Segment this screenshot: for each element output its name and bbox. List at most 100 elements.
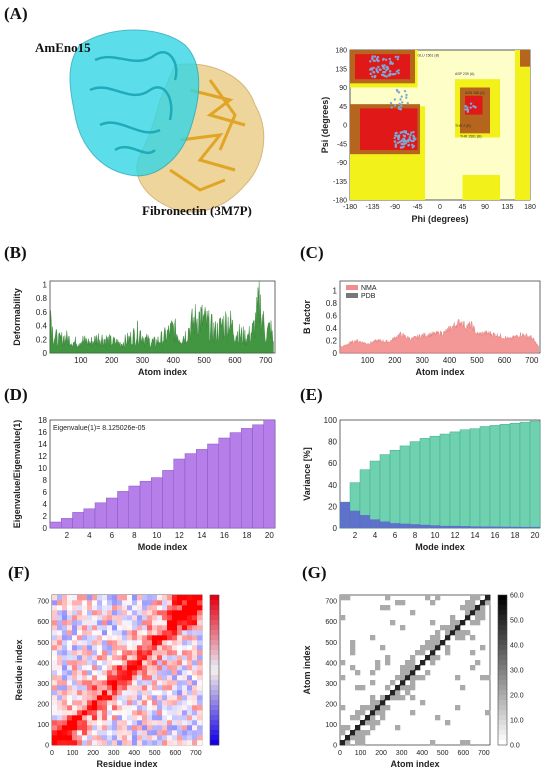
heatmap-cell bbox=[102, 650, 108, 656]
heatmap-cell bbox=[177, 645, 183, 651]
heatmap-cell bbox=[167, 655, 173, 661]
heatmap-cell bbox=[410, 660, 416, 666]
fibronectin-ribbons bbox=[169, 79, 246, 192]
heatmap-cell bbox=[87, 655, 93, 661]
heatmap-cell bbox=[147, 710, 153, 716]
ram-point bbox=[400, 104, 403, 108]
heatmap-cell bbox=[177, 720, 183, 726]
heatmap-cell bbox=[142, 660, 148, 666]
heatmap-cell bbox=[480, 615, 486, 621]
heatmap-cell bbox=[122, 695, 128, 701]
heatmap-cell bbox=[390, 680, 396, 686]
heatmap-cell bbox=[52, 735, 58, 741]
heatmap-cell bbox=[192, 650, 198, 656]
x-tick-label: 700 bbox=[259, 356, 273, 365]
bar bbox=[106, 497, 118, 529]
panel-label-b: (B) bbox=[4, 243, 27, 262]
heatmap-cell bbox=[192, 725, 198, 731]
colorbar-step bbox=[210, 640, 219, 646]
ram-point bbox=[378, 68, 381, 71]
heatmap-cell bbox=[67, 615, 73, 621]
heatmap-cell bbox=[127, 665, 133, 671]
heatmap-cell bbox=[435, 635, 441, 641]
heatmap-cell bbox=[92, 665, 98, 671]
heatmap-cell bbox=[162, 640, 168, 646]
y-tick-label: 0.6 bbox=[36, 308, 48, 317]
y-axis-label: B factor bbox=[302, 300, 312, 335]
bar-individual bbox=[390, 523, 400, 528]
heatmap-cell bbox=[97, 600, 103, 606]
heatmap-cell bbox=[72, 610, 78, 616]
heatmap-cell bbox=[122, 700, 128, 706]
heatmap-cell bbox=[62, 715, 68, 721]
heatmap-cell bbox=[385, 660, 391, 666]
y-tick-label: 300 bbox=[325, 681, 337, 688]
heatmap-cell bbox=[62, 650, 68, 656]
heatmap-cell bbox=[465, 630, 471, 636]
heatmap-cell bbox=[172, 680, 178, 686]
colorbar-step bbox=[210, 725, 219, 731]
bar-individual bbox=[370, 519, 380, 528]
heatmap-cell bbox=[172, 735, 178, 741]
heatmap-cell bbox=[157, 700, 163, 706]
heatmap-cell bbox=[122, 630, 128, 636]
heatmap-cell bbox=[127, 675, 133, 681]
ram-point bbox=[393, 136, 396, 140]
heatmap-cell bbox=[157, 645, 163, 651]
heatmap-cell bbox=[410, 610, 416, 616]
heatmap-cell bbox=[182, 725, 188, 731]
heatmap-cell bbox=[112, 695, 118, 701]
heatmap-cell bbox=[152, 675, 158, 681]
heatmap-cell bbox=[72, 645, 78, 651]
heatmap-cell bbox=[72, 635, 78, 641]
heatmap-cell bbox=[82, 600, 88, 606]
heatmap-cell bbox=[62, 730, 68, 736]
x-tick-label: 20 bbox=[531, 531, 540, 540]
heatmap-cell bbox=[112, 735, 118, 741]
bar-cumulative bbox=[429, 435, 441, 529]
ram-point bbox=[369, 60, 372, 63]
heatmap-cell bbox=[147, 700, 153, 706]
heatmap-cell bbox=[192, 675, 198, 681]
heatmap-cell bbox=[197, 715, 203, 721]
heatmap-cell bbox=[177, 670, 183, 676]
heatmap-cell bbox=[182, 640, 188, 646]
heatmap-cell bbox=[147, 615, 153, 621]
heatmap-cell bbox=[57, 605, 63, 611]
heatmap-cell bbox=[92, 685, 98, 691]
heatmap-cell bbox=[182, 690, 188, 696]
heatmap-cell bbox=[167, 620, 173, 626]
heatmap-cell bbox=[370, 670, 376, 676]
y-tick-label: 90 bbox=[339, 85, 347, 92]
heatmap-cell bbox=[445, 720, 451, 726]
heatmap-cell bbox=[127, 730, 133, 736]
bar-cumulative bbox=[439, 433, 451, 529]
bar-individual bbox=[380, 521, 390, 528]
heatmap-cell bbox=[187, 660, 193, 666]
y-tick-label: 0.2 bbox=[326, 336, 338, 345]
colorbar-tick-label: 60.0 bbox=[510, 593, 524, 600]
heatmap-cell bbox=[152, 630, 158, 636]
heatmap-cell bbox=[107, 660, 113, 666]
heatmap-cell bbox=[52, 605, 58, 611]
x-tick-label: 4 bbox=[87, 531, 92, 540]
heatmap-cell bbox=[62, 635, 68, 641]
heatmap-cell bbox=[182, 685, 188, 691]
heatmap-cell bbox=[117, 650, 123, 656]
heatmap-cell bbox=[52, 720, 58, 726]
heatmap-cell bbox=[375, 660, 381, 666]
heatmap-cell bbox=[122, 705, 128, 711]
heatmap-cell bbox=[127, 650, 133, 656]
heatmap-cell bbox=[77, 645, 83, 651]
ram-point bbox=[393, 104, 397, 107]
heatmap-cell bbox=[162, 605, 168, 611]
heatmap-cell bbox=[162, 730, 168, 736]
heatmap-cell bbox=[152, 715, 158, 721]
ram-point bbox=[397, 69, 400, 72]
heatmap-cell bbox=[182, 670, 188, 676]
heatmap-cell bbox=[415, 675, 421, 681]
y-tick-label: 100 bbox=[324, 416, 338, 425]
heatmap-cell bbox=[97, 610, 103, 616]
heatmap-cell bbox=[470, 665, 476, 671]
heatmap-cell bbox=[122, 725, 128, 731]
